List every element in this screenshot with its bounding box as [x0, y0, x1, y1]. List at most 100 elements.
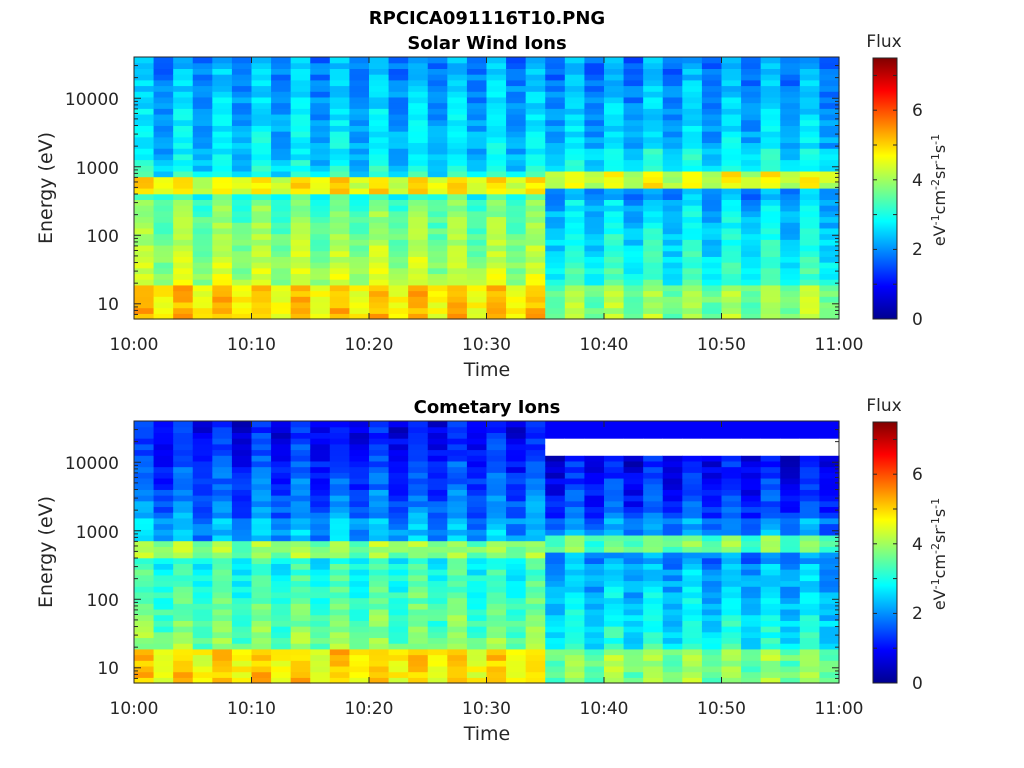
- heatmap-cell: [388, 79, 409, 87]
- heatmap-cell: [564, 552, 586, 559]
- heatmap-cell: [799, 131, 821, 138]
- heatmap-cell: [506, 643, 527, 650]
- heatmap-cell: [623, 125, 644, 132]
- heatmap-cell: [408, 438, 429, 445]
- heatmap-cell: [329, 113, 351, 121]
- heatmap-cell: [251, 552, 272, 559]
- heatmap-cell: [799, 677, 821, 684]
- colorbar-tick-label: 6: [912, 101, 923, 121]
- heatmap-cell: [662, 472, 683, 479]
- heatmap-cell: [525, 108, 546, 115]
- heatmap-cell: [310, 489, 331, 496]
- heatmap-cell: [819, 671, 840, 678]
- heatmap-cell: [466, 637, 488, 644]
- heatmap-cell: [682, 159, 703, 166]
- heatmap-cell: [192, 307, 213, 314]
- heatmap-cell: [349, 540, 370, 547]
- heatmap-cell: [447, 512, 468, 519]
- heatmap-cell: [466, 665, 488, 673]
- heatmap-cell: [134, 199, 155, 206]
- heatmap-cell: [701, 205, 723, 212]
- heatmap-cell: [701, 290, 723, 297]
- heatmap-cell: [701, 159, 723, 166]
- heatmap-cell: [349, 301, 370, 309]
- heatmap-cell: [212, 279, 233, 286]
- heatmap-cell: [760, 426, 781, 433]
- heatmap-cell: [545, 665, 566, 673]
- heatmap-cell: [760, 256, 781, 263]
- heatmap-cell: [329, 586, 351, 593]
- heatmap-cell: [682, 273, 703, 280]
- heatmap-cell: [584, 591, 605, 599]
- heatmap-cell: [564, 119, 586, 126]
- heatmap-cell: [721, 85, 742, 92]
- heatmap-cell: [662, 489, 683, 496]
- heatmap-cell: [780, 455, 801, 462]
- heatmap-cell: [721, 91, 742, 98]
- heatmap-cell: [369, 256, 390, 263]
- heatmap-cell: [643, 455, 664, 462]
- heatmap-cell: [701, 597, 723, 604]
- heatmap-cell: [564, 102, 586, 109]
- heatmap-cell: [701, 443, 723, 451]
- heatmap-cell: [564, 534, 586, 542]
- heatmap-cell: [662, 534, 683, 542]
- heatmap-cell: [741, 438, 762, 445]
- heatmap-cell: [741, 512, 762, 519]
- heatmap-cell: [682, 443, 703, 451]
- heatmap-cell: [584, 500, 605, 508]
- heatmap-cell: [741, 614, 762, 621]
- heatmap-cell: [408, 472, 429, 479]
- heatmap-cell: [525, 597, 546, 604]
- heatmap-cell: [643, 108, 664, 115]
- heatmap-cell: [427, 495, 448, 502]
- heatmap-cell: [349, 62, 370, 69]
- heatmap-cell: [564, 85, 586, 92]
- heatmap-cell: [349, 643, 370, 650]
- heatmap-cell: [525, 591, 546, 599]
- heatmap-cell: [173, 529, 194, 536]
- heatmap-cell: [310, 603, 331, 610]
- heatmap-cell: [760, 586, 781, 593]
- heatmap-cell: [780, 256, 801, 263]
- heatmap-cell: [819, 57, 840, 64]
- heatmap-cell: [310, 529, 331, 536]
- heatmap-cell: [701, 620, 723, 627]
- heatmap-cell: [388, 159, 409, 166]
- heatmap-cell: [466, 654, 488, 661]
- heatmap-cell: [623, 113, 644, 121]
- figure-title: RPCICA091116T10.PNG: [369, 8, 605, 29]
- heatmap-cell: [506, 273, 527, 280]
- heatmap-cell: [349, 654, 370, 661]
- heatmap-cell: [427, 460, 448, 468]
- heatmap-cell: [662, 227, 683, 235]
- heatmap-cell: [780, 102, 801, 109]
- heatmap-cell: [760, 546, 781, 553]
- heatmap-cell: [251, 182, 272, 189]
- heatmap-cell: [819, 108, 840, 115]
- heatmap-cell: [643, 267, 664, 275]
- heatmap-cell: [604, 296, 625, 303]
- heatmap-cell: [310, 239, 331, 246]
- heatmap-cell: [369, 540, 390, 547]
- heatmap-cell: [701, 119, 723, 126]
- heatmap-cell: [329, 637, 351, 644]
- heatmap-cell: [134, 165, 155, 172]
- heatmap-cell: [173, 523, 194, 530]
- heatmap-cell: [192, 68, 213, 75]
- heatmap-cell: [251, 193, 272, 200]
- heatmap-cell: [427, 569, 448, 576]
- heatmap-cell: [310, 227, 331, 235]
- heatmap-cell: [545, 586, 566, 593]
- heatmap-cell: [290, 244, 311, 252]
- heatmap-cell: [604, 159, 625, 166]
- heatmap-cell: [369, 671, 390, 678]
- heatmap-cell: [231, 193, 253, 200]
- heatmap-cell: [701, 136, 723, 144]
- heatmap-cell: [388, 250, 409, 257]
- heatmap-cell: [741, 626, 762, 633]
- heatmap-cell: [192, 119, 213, 126]
- heatmap-cell: [290, 512, 311, 519]
- heatmap-cell: [153, 267, 174, 275]
- heatmap-cell: [780, 85, 801, 92]
